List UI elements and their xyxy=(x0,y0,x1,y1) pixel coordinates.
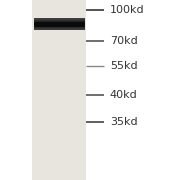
Bar xyxy=(34,24,85,25)
Bar xyxy=(34,20,85,21)
Text: 70kd: 70kd xyxy=(110,36,138,46)
Text: 40kd: 40kd xyxy=(110,90,138,100)
Bar xyxy=(34,28,85,29)
Text: 55kd: 55kd xyxy=(110,61,137,71)
Bar xyxy=(34,23,85,24)
Text: 35kd: 35kd xyxy=(110,117,137,127)
Bar xyxy=(34,27,85,28)
Bar xyxy=(34,21,85,22)
Bar xyxy=(34,22,85,23)
Bar xyxy=(34,24,85,25)
Bar xyxy=(34,19,85,20)
Bar xyxy=(34,29,85,30)
Bar xyxy=(34,21,85,22)
Bar xyxy=(34,28,85,29)
Bar xyxy=(34,26,85,27)
Bar xyxy=(34,25,85,26)
Bar xyxy=(34,19,85,20)
Bar xyxy=(32,0,86,180)
Bar xyxy=(34,20,85,21)
Text: 100kd: 100kd xyxy=(110,5,144,15)
Bar xyxy=(35,22,84,27)
Bar xyxy=(34,26,85,27)
Bar xyxy=(34,29,85,30)
Bar xyxy=(34,18,85,19)
Bar xyxy=(34,27,85,28)
